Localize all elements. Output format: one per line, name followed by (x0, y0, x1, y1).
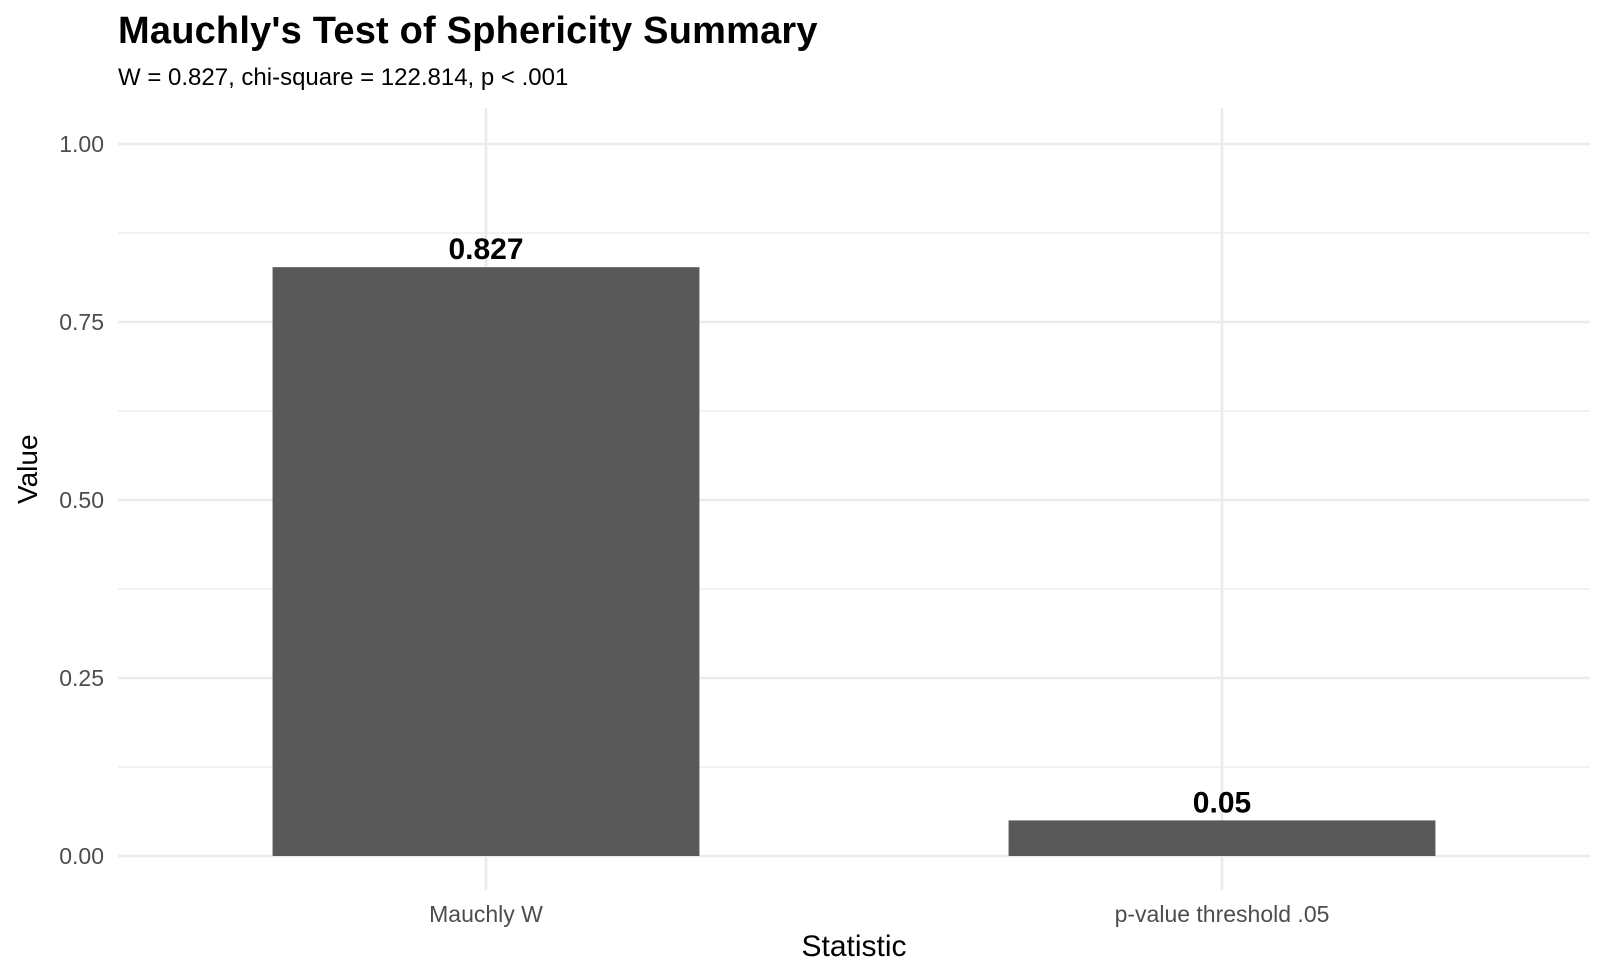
bar (1008, 820, 1436, 856)
bars (272, 267, 1436, 856)
data-label: 0.05 (1193, 786, 1251, 819)
y-tick-label: 0.50 (59, 487, 104, 513)
y-tick-label: 0.00 (59, 843, 104, 869)
y-tick-label: 0.75 (59, 309, 104, 335)
bar (272, 267, 700, 856)
y-axis-label: Value (12, 434, 43, 504)
data-labels: 0.827 0.05 (448, 233, 1251, 819)
x-tick-label: Mauchly W (429, 901, 543, 927)
chart-title: Mauchly's Test of Sphericity Summary (118, 10, 818, 52)
x-tick-label: p-value threshold .05 (1115, 901, 1330, 927)
chart-subtitle: W = 0.827, chi-square = 122.814, p < .00… (118, 64, 569, 91)
data-label: 0.827 (448, 233, 523, 266)
y-axis-ticks: 0.00 0.25 0.50 0.75 1.00 (59, 131, 104, 869)
y-tick-label: 1.00 (59, 131, 104, 157)
x-axis-ticks: Mauchly W p-value threshold .05 (429, 901, 1329, 927)
y-tick-label: 0.25 (59, 665, 104, 691)
x-axis-label: Statistic (801, 930, 907, 963)
